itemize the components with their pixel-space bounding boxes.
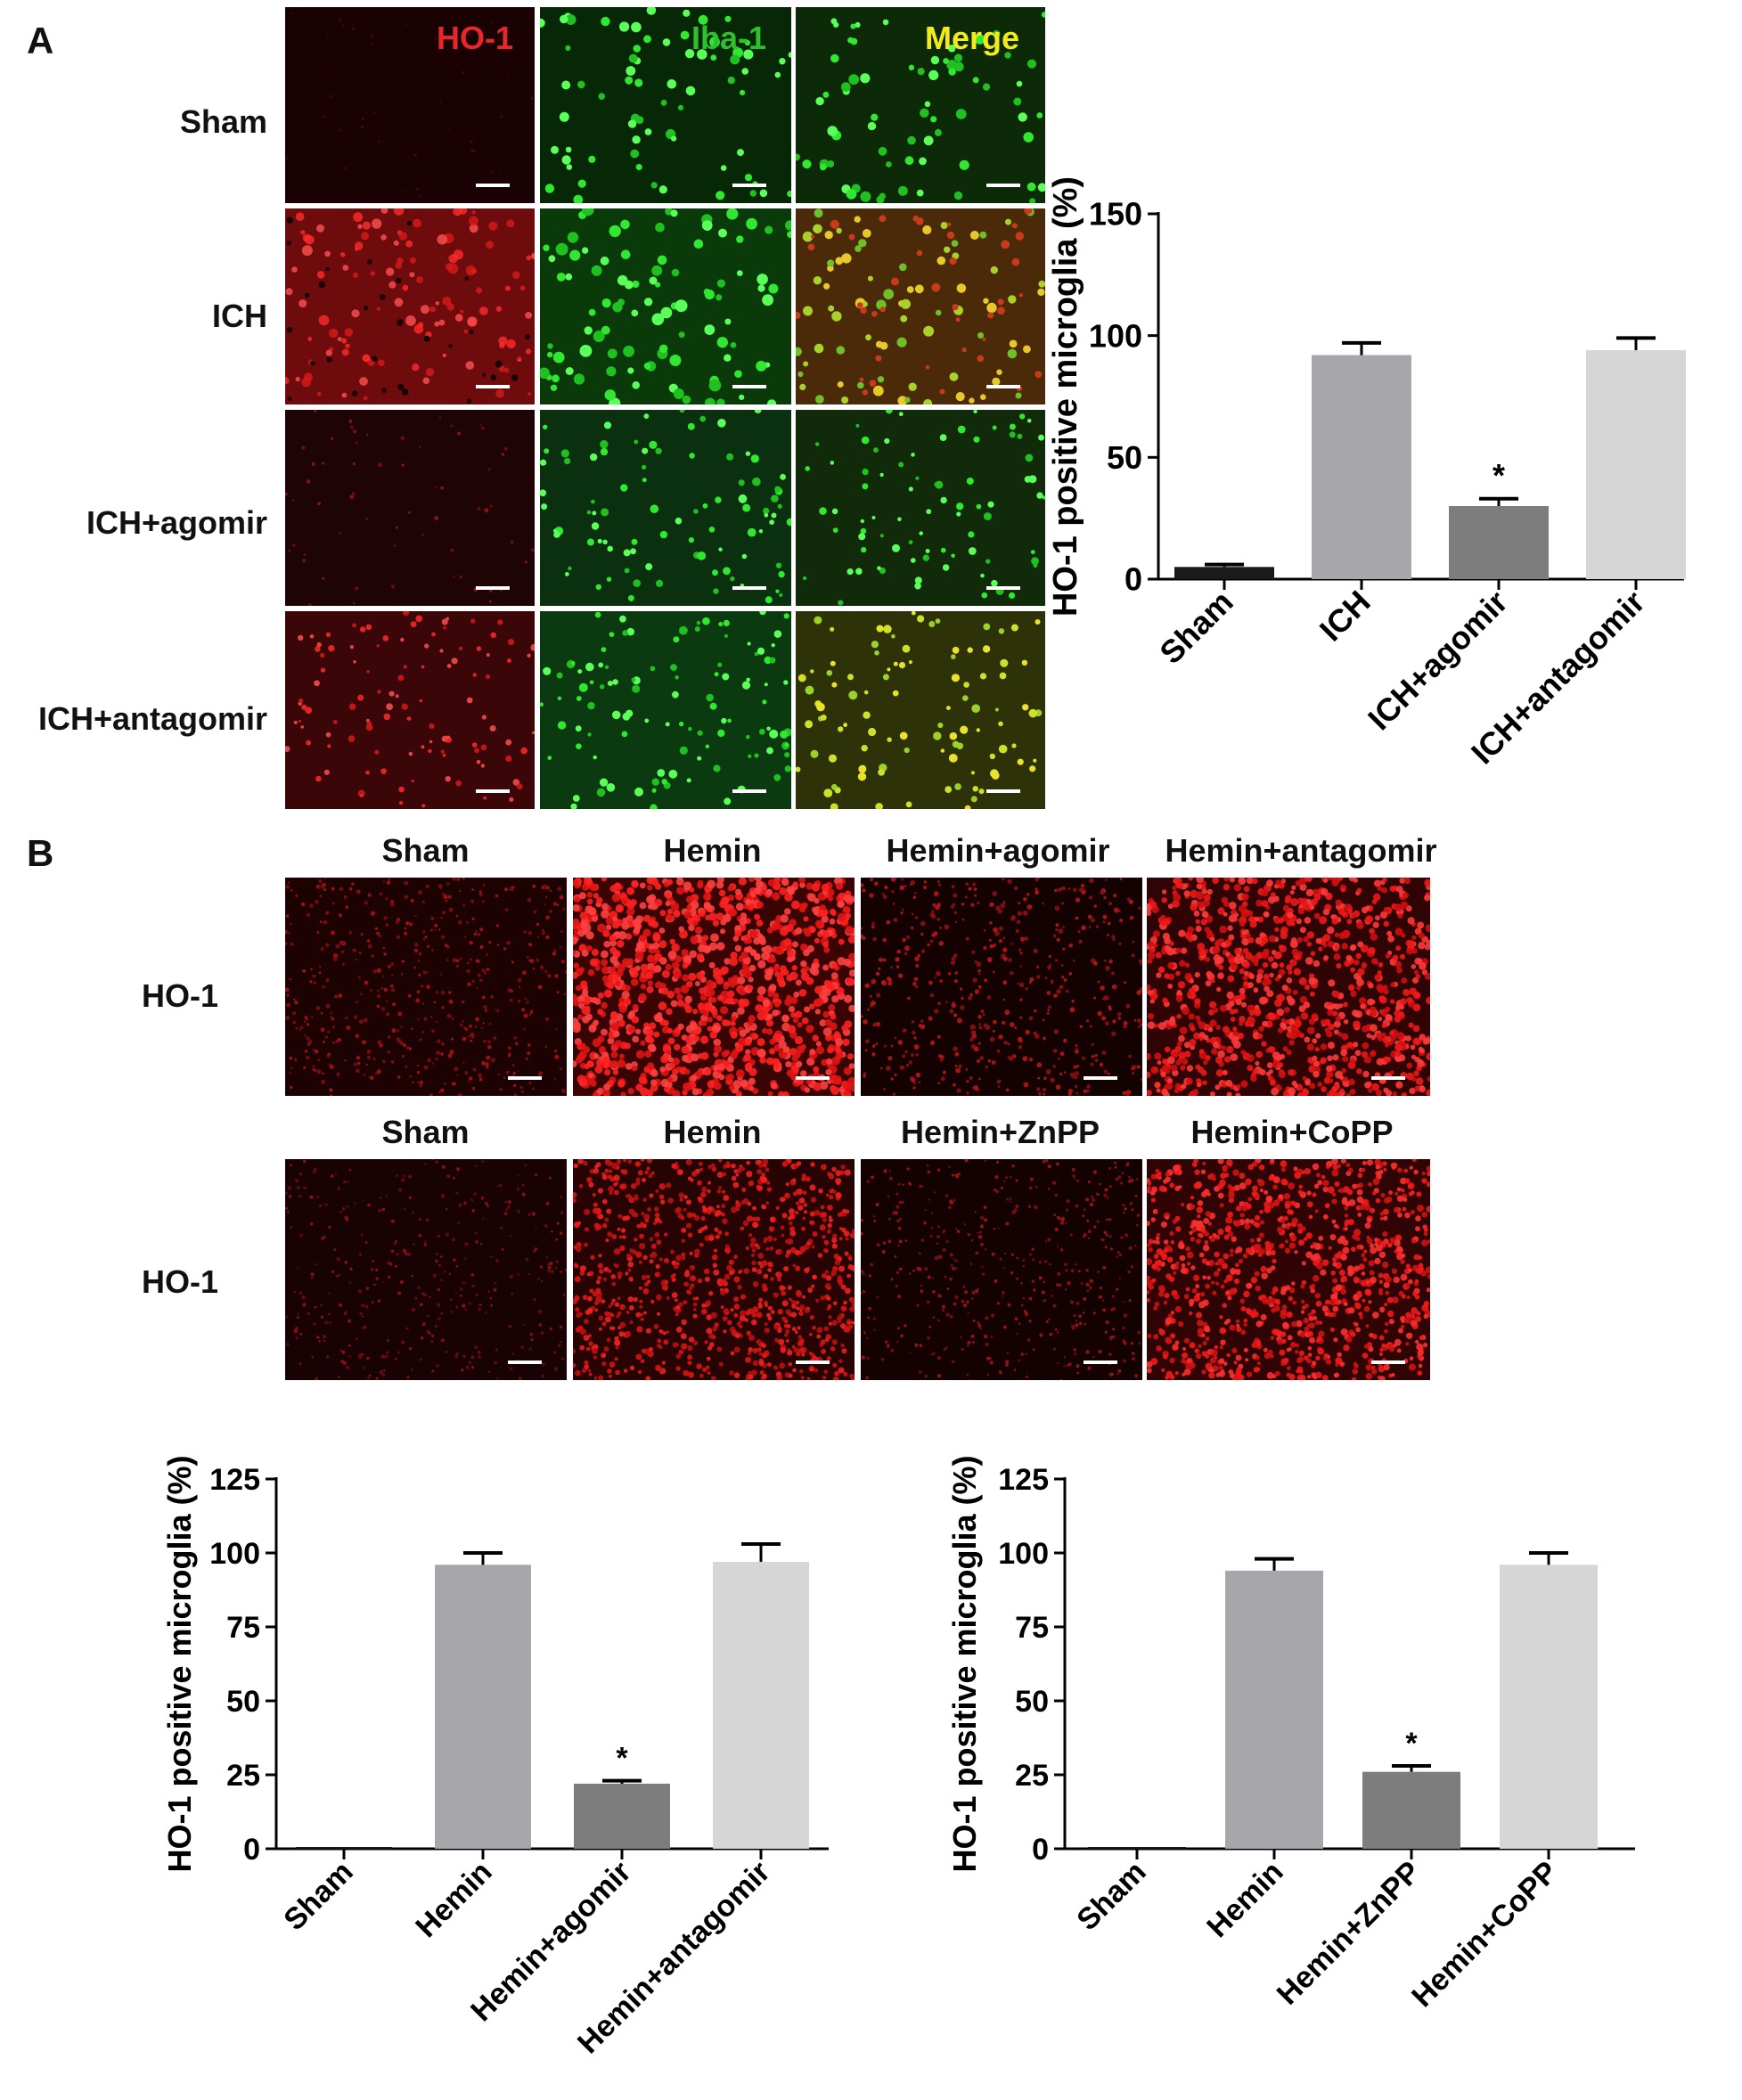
col-label-hemin-agomir: Hemin+agomir [886,832,1110,869]
row-label-sham: Sham [179,103,267,140]
micrograph-ich-antagomir-iba1 [540,611,791,809]
row-label-ich-antagomir: ICH+antagomir [37,700,267,737]
bar-0 [1088,1847,1186,1849]
chart-plot-area: 0 25 50 75 100 125 HO-1 positive microglia (%)… [161,1455,829,2060]
y-tick-label-2: 50 [1015,1685,1049,1719]
micrograph-b1-hemin-antagomir [1147,878,1430,1096]
y-tick-label-3: 150 [1089,196,1142,233]
channel-label-ho1: HO-1 [437,20,514,56]
micrograph-ich-agomir-iba1 [540,410,791,606]
micrograph-ich-iba1 [540,208,791,404]
x-tick-label-0: Sham [277,1855,359,1937]
y-tick-label-3: 75 [1015,1611,1049,1645]
channel-label-iba1: Iba-1 [691,20,767,56]
bar-3 [1500,1565,1598,1849]
col-label-sham-2: Sham [381,1114,470,1150]
micrograph-ich-agomir-ho1 [285,410,535,606]
x-tick-label-1: Hemin [409,1855,498,1944]
micrograph-sham-merge [796,7,1045,203]
micrograph-sham-iba1 [540,7,791,203]
micrograph-b2-hemin-znpp [861,1159,1142,1380]
y-axis-label: HO-1 positive microglia (%) [161,1455,198,1872]
bar-chart-b-left: 0 25 50 75 100 125 HO-1 positive microglia (%)… [161,1455,829,2060]
significance-mark-2: * [1405,1727,1418,1761]
row-label-ho1-2: HO-1 [141,1263,218,1300]
bar-1 [1312,355,1411,579]
bar-3 [713,1561,809,1849]
row-label-ho1-1: HO-1 [141,977,218,1014]
micrograph-b1-hemin-agomir [861,878,1142,1096]
y-tick-label-4: 100 [209,1537,260,1571]
y-tick-label-2: 50 [226,1685,260,1719]
x-tick-label-2: ICH+agomir [1361,584,1515,738]
significance-mark-2: * [616,1742,628,1776]
micrograph-ich-merge [796,208,1045,404]
row-label-ich-agomir: ICH+agomir [86,504,267,541]
micrograph-sham-ho1 [285,7,535,203]
micrograph-b2-hemin [573,1159,855,1380]
y-tick-label-5: 125 [209,1463,260,1497]
bar-2 [1449,506,1549,579]
y-tick-label-2: 100 [1089,317,1142,354]
bar-chart-b-right: 0 25 50 75 100 125 HO-1 positive microglia (%)… [946,1455,1635,2014]
x-tick-label-3: Hemin+CoPP [1405,1855,1565,2014]
bar-3 [1586,350,1686,579]
channel-label-merge: Merge [925,20,1020,56]
panel-letter-b: B [27,832,54,874]
y-tick-label-4: 100 [998,1537,1049,1571]
y-axis-label: HO-1 positive microglia (%) [946,1455,983,1872]
significance-mark-2: * [1493,457,1505,494]
chart-plot-area: 0 25 50 75 100 125 HO-1 positive microglia (%)… [946,1455,1635,2014]
y-axis-label: HO-1 positive microglia (%) [1047,176,1084,617]
col-label-hemin-copp: Hemin+CoPP [1190,1114,1394,1150]
micrograph-ich-antagomir-ho1 [285,611,535,809]
x-tick-label-1: Hemin [1200,1855,1289,1944]
bar-0 [1174,567,1274,579]
x-tick-label-0: Sham [1070,1855,1152,1937]
col-label-sham: Sham [381,832,470,869]
y-tick-label-5: 125 [998,1463,1049,1497]
bar-2 [1362,1771,1460,1849]
micrograph-ich-antagomir-merge [796,611,1045,809]
col-label-hemin: Hemin [663,832,762,869]
col-label-hemin-antagomir: Hemin+antagomir [1165,832,1437,869]
y-tick-label-1: 50 [1107,439,1142,476]
x-tick-label-0: Sham [1152,584,1239,671]
row-label-ich: ICH [212,298,267,334]
x-tick-label-1: ICH [1313,584,1378,649]
y-tick-label-1: 25 [1015,1759,1049,1793]
col-label-hemin-znpp: Hemin+ZnPP [900,1114,1100,1150]
bar-1 [435,1565,531,1849]
bar-0 [296,1847,392,1849]
y-tick-label-0: 0 [1032,1833,1049,1867]
micrograph-ich-agomir-merge [796,410,1045,606]
panel-letter-a: A [27,20,54,61]
micrograph-b2-sham [285,1159,567,1380]
micrograph-b2-hemin-copp [1147,1159,1430,1380]
micrograph-b1-hemin [573,878,855,1096]
micrograph-ich-ho1 [285,208,535,404]
y-tick-label-1: 25 [226,1759,260,1793]
micrograph-b1-sham [285,878,567,1096]
col-label-hemin-2: Hemin [663,1114,762,1150]
y-tick-label-3: 75 [226,1611,260,1645]
bar-2 [574,1783,670,1849]
x-tick-label-2: Hemin+ZnPP [1271,1855,1427,2012]
y-tick-label-0: 0 [243,1833,260,1867]
bar-1 [1225,1570,1323,1849]
y-tick-label-0: 0 [1125,561,1142,598]
